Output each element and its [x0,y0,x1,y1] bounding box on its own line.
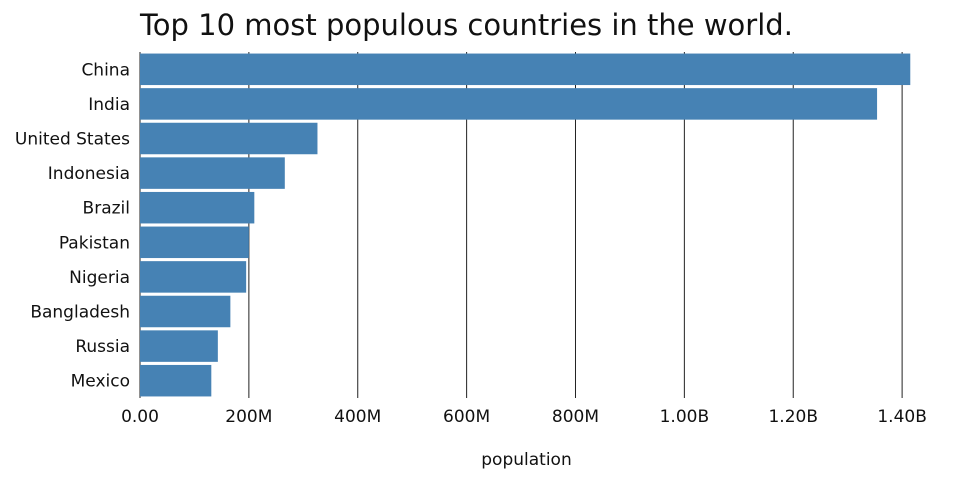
bar-china [140,53,911,86]
x-tick-label: 600M [443,407,490,427]
y-tick-label: China [81,60,130,80]
bar-russia [140,330,218,362]
bar-pakistan [140,226,249,259]
bar-united-states [140,122,318,155]
x-tick-label: 1.00B [660,407,710,427]
chart-title: Top 10 most populous countries in the wo… [140,8,793,42]
x-tick-label: 1.40B [877,407,927,427]
y-tick-label: Bangladesh [30,303,130,323]
bar-nigeria [140,261,247,293]
bars-layer [140,53,911,397]
bar-mexico [140,364,212,397]
bar-bangladesh [140,295,231,328]
y-tick-label: India [88,95,130,115]
bar-indonesia [140,157,285,189]
y-tick-label: Russia [75,337,130,357]
bar-india [140,88,878,120]
y-tick-label: Nigeria [69,268,130,288]
x-tick-label: 800M [552,407,599,427]
y-tick-label: United States [15,130,130,150]
y-tick-label: Pakistan [59,233,130,253]
y-tick-label: Brazil [83,199,130,219]
y-tick-label: Indonesia [48,164,130,184]
x-tick-label: 1.20B [768,407,818,427]
labels-layer: 0.00 200M 400M 600M 800M 1.00B 1.20B 1.40B China… [15,60,927,427]
x-tick-label: 400M [334,407,381,427]
x-axis-title: population [481,450,571,470]
x-tick-label: 0.00 [121,407,159,427]
bar-brazil [140,191,255,224]
x-tick-label: 200M [225,407,272,427]
y-tick-label: Mexico [71,372,130,392]
